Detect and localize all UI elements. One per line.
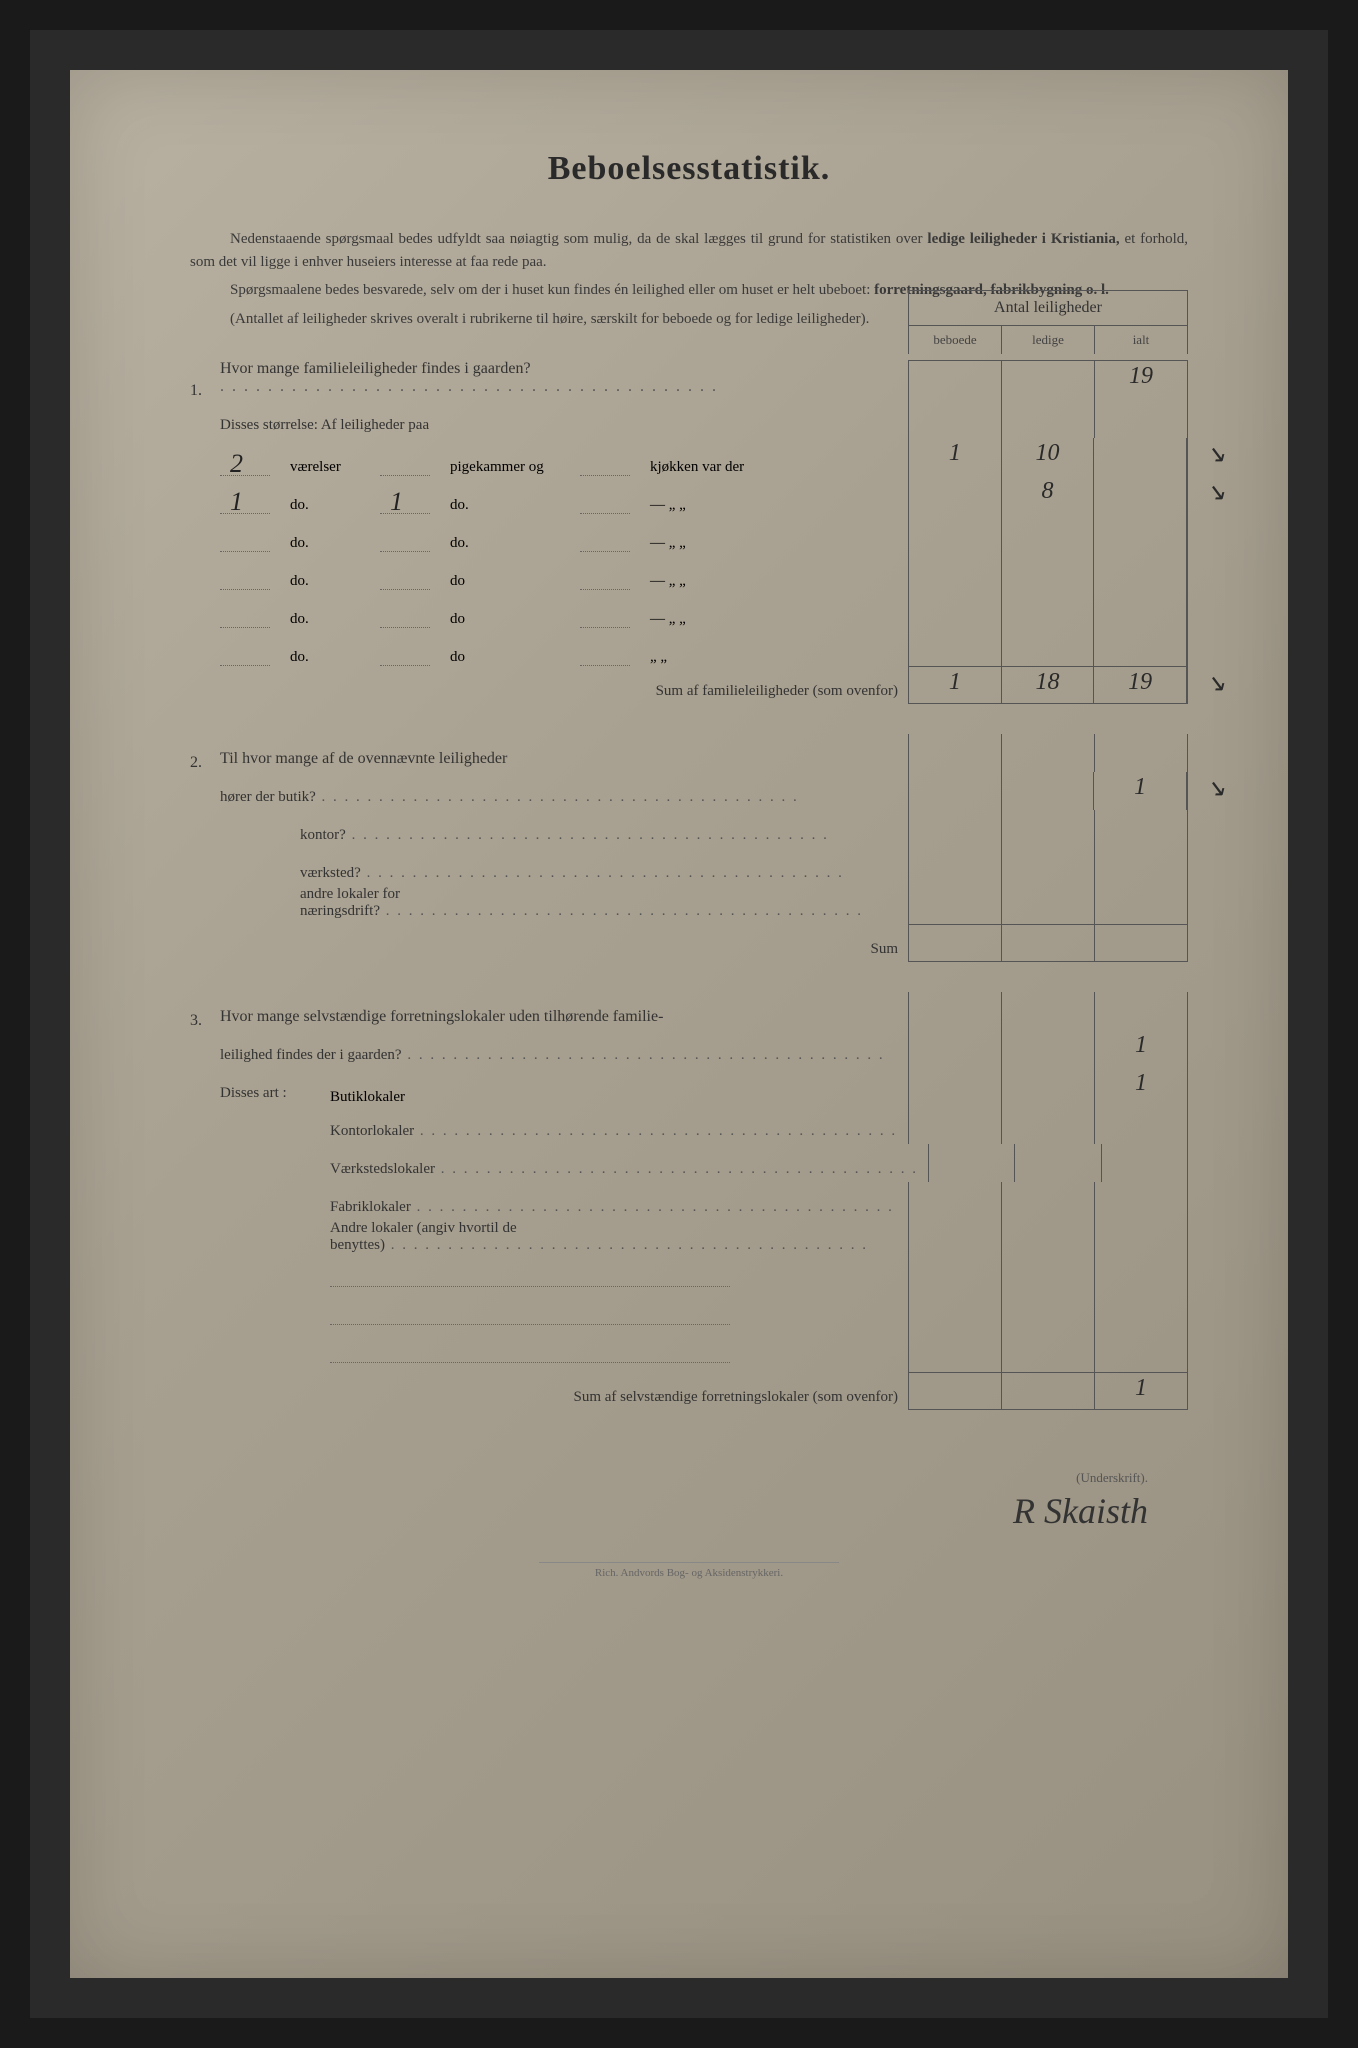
signature-block: (Underskrift). R Skaisth [190,1470,1188,1532]
q3-blank-row [190,1334,1188,1372]
signature-value: R Skaisth [190,1490,1148,1532]
header-beboede: beboede [909,326,1002,354]
q1-num: 1. [190,378,220,400]
header-ialt: ialt [1095,326,1187,354]
question-1: 1. Hvor mange familieleiligheder findes … [190,360,1188,704]
document-paper: Beboelsesstatistik. Nedenstaaende spørgs… [70,70,1288,1978]
q1-size-row: 1 do. 1 do. — „ „ 8 ↘ [190,476,1188,514]
q3-r0-ialt: 1 [1095,1068,1187,1106]
q1-ledige [1002,361,1095,400]
q1-beboede [909,361,1002,400]
q1-sum-label: Sum af familieleiligheder (som ovenfor) [220,683,908,704]
intro-p1a: Nedenstaaende spørgsmaal bedes udfyldt s… [230,231,927,247]
q1-size-row: do. do — „ „ [190,552,1188,590]
q1-size-row: do. do — „ „ [190,590,1188,628]
form-table: Antal leiligheder beboede ledige ialt 1.… [190,360,1188,1410]
q2-row: hører der butik? 1 ↘ [190,772,1188,810]
intro-p1b: ledige leiligheder i Kristiania, [927,231,1119,247]
scan-frame: Beboelsesstatistik. Nedenstaaende spørgs… [30,30,1328,2018]
q3-sum-label: Sum af selvstændige forretningslokaler (… [220,1389,908,1410]
q3-sum-ialt: 1 [1095,1373,1187,1409]
q1-sum-ialt: 19 [1094,667,1187,703]
q2-text: Til hvor mange af de ovennævnte leilighe… [220,750,908,772]
q3-row: Andre lokaler (angiv hvortil de benyttes… [190,1220,1188,1258]
q3-row: Fabriklokaler [190,1182,1188,1220]
question-2: 2. Til hvor mange af de ovennævnte leili… [190,734,1188,962]
q3-ialt: 1 [1095,1030,1187,1068]
q1-text: Hvor mange familieleiligheder findes i g… [220,360,908,400]
q1-ialt: 19 [1095,361,1187,400]
q3-row: Værkstedslokaler [190,1144,1188,1182]
q2-row: andre lokaler for næringsdrift? [190,886,1188,924]
column-header: Antal leiligheder beboede ledige ialt [908,290,1188,354]
q1-sum-led: 18 [1002,667,1095,703]
q1-size-row: 2 værelser pigekammer og kjøkken var der… [190,438,1188,476]
q1-sum-extra: ↘ [1193,667,1238,700]
header-main: Antal leiligheder [909,291,1187,326]
q2-sum-label: Sum [220,941,908,962]
q1-size-row: do. do „ „ [190,628,1188,666]
q2-num: 2. [190,750,220,772]
q3-blank-row [190,1296,1188,1334]
signature-label: (Underskrift). [190,1470,1148,1486]
q2-row: værksted? [190,848,1188,886]
q3-disses: Disses art : [220,1085,330,1106]
header-ledige: ledige [1002,326,1095,354]
q1-sum-beb: 1 [909,667,1002,703]
page-title: Beboelsesstatistik. [190,150,1188,188]
q3-row: Kontorlokaler [190,1106,1188,1144]
intro-p2a: Spørgsmaalene bedes besvarede, selv om d… [230,282,874,298]
q1-disses: Disses størrelse: Af leiligheder paa [220,417,908,438]
question-3: 3. Hvor mange selvstændige forretningslo… [190,992,1188,1410]
q1-size-row: do. do. — „ „ [190,514,1188,552]
printer-footer: Rich. Andvords Bog- og Aksidenstrykkeri. [539,1562,839,1579]
q2-row: kontor? [190,810,1188,848]
q3-num: 3. [190,1008,220,1030]
q3-text1: Hvor mange selvstændige forretningslokal… [220,1008,908,1030]
q3-blank-row [190,1258,1188,1296]
q3-text2: leilighed findes der i gaarden? [220,1047,908,1068]
